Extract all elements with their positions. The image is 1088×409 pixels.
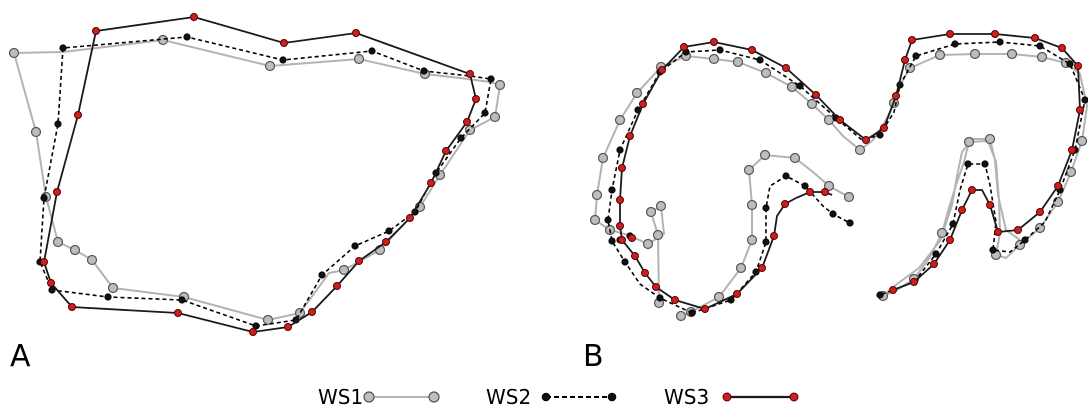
legend: WS1 WS2 WS3 bbox=[318, 385, 799, 409]
legend-marker-ws1-end bbox=[428, 391, 440, 403]
panel-b: B bbox=[583, 30, 1088, 374]
legend-item-ws3: WS3 bbox=[664, 385, 799, 409]
legend-label-ws3: WS3 bbox=[664, 385, 709, 409]
legend-label-ws2: WS2 bbox=[486, 385, 531, 409]
legend-label-ws1: WS1 bbox=[318, 385, 363, 409]
panel-b-label: B bbox=[583, 339, 604, 374]
legend-marker-ws3-end bbox=[789, 392, 799, 402]
legend-marker-ws3 bbox=[722, 392, 732, 402]
legend-item-ws2: WS2 bbox=[486, 385, 617, 409]
panel-b-ws3-trace bbox=[616, 30, 1084, 313]
panel-b-ws2-trace bbox=[604, 38, 1088, 317]
panel-b-ws1-trace bbox=[589, 48, 1088, 322]
legend-marker-ws1 bbox=[363, 391, 375, 403]
legend-marker-ws2-end bbox=[607, 392, 617, 402]
panel-a-ws3-trace bbox=[40, 13, 480, 336]
panel-a-label: A bbox=[10, 339, 31, 374]
legend-item-ws1: WS1 bbox=[318, 385, 440, 409]
panel-a: A bbox=[8, 13, 506, 374]
legend-marker-ws2 bbox=[541, 392, 551, 402]
panel-a-ws2-trace bbox=[36, 33, 495, 330]
